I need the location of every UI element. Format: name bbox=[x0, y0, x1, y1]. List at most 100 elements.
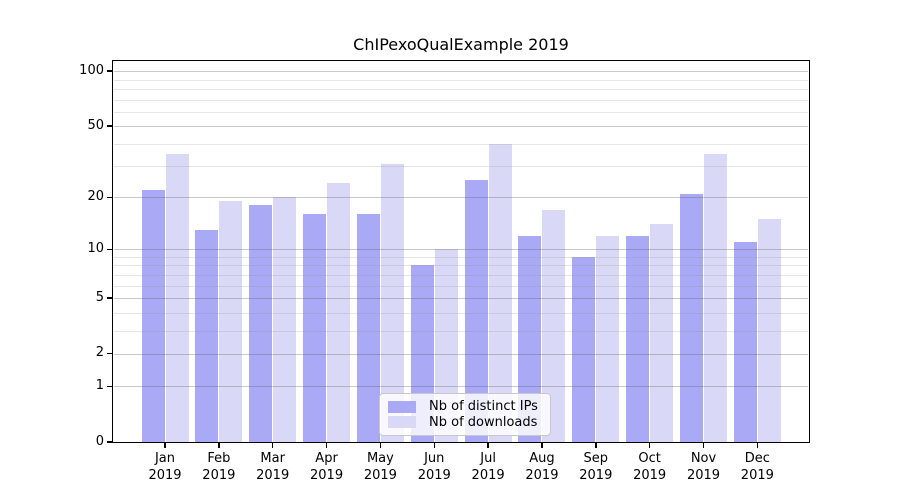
year-label: 2019 bbox=[363, 468, 397, 483]
minor-gridline bbox=[114, 88, 808, 90]
year-label: 2019 bbox=[310, 468, 344, 483]
major-gridline bbox=[114, 71, 808, 73]
x-axis-tick bbox=[433, 443, 435, 448]
x-axis-tick bbox=[648, 443, 651, 448]
x-axis-tick bbox=[218, 443, 220, 448]
year-label: 2019 bbox=[740, 468, 774, 483]
x-axis-tick-label: Apr 2019 bbox=[299, 450, 355, 484]
bar-jul-downloads bbox=[488, 143, 512, 443]
month-label: Mar bbox=[260, 451, 285, 466]
x-axis-tick bbox=[271, 443, 274, 448]
bar-jul-ips bbox=[464, 180, 488, 443]
legend-swatch-distinct-ips bbox=[388, 400, 416, 413]
month-label: Jun bbox=[424, 451, 445, 466]
y-axis-tick-label: 10 bbox=[87, 240, 104, 256]
minor-gridline bbox=[114, 143, 808, 145]
month-label: Feb bbox=[207, 451, 231, 466]
month-label: Jan bbox=[154, 451, 176, 466]
month-label: May bbox=[366, 451, 394, 466]
month-label: Oct bbox=[638, 451, 661, 466]
legend-entry-downloads: Nb of downloads bbox=[388, 415, 538, 430]
x-axis-tick-label: Mar 2019 bbox=[245, 450, 301, 484]
y-axis-tick-label: 0 bbox=[95, 433, 104, 449]
minor-gridline bbox=[114, 99, 808, 101]
bar-mar-ips bbox=[249, 205, 273, 443]
legend-swatch-downloads bbox=[388, 416, 416, 429]
bar-jan-ips bbox=[141, 190, 165, 443]
bar-feb-downloads bbox=[219, 201, 243, 443]
major-gridline bbox=[114, 197, 808, 199]
x-axis-tick bbox=[487, 443, 489, 448]
bar-aug-ips bbox=[518, 235, 542, 443]
x-axis-tick bbox=[541, 443, 543, 448]
x-axis-tick-label: Nov 2019 bbox=[676, 450, 732, 484]
major-gridline bbox=[114, 353, 808, 355]
x-axis-tick-label: Jun 2019 bbox=[406, 450, 462, 484]
x-axis-tick-label: Jan 2019 bbox=[137, 450, 193, 484]
x-axis-tick-label: Jul 2019 bbox=[460, 450, 516, 484]
year-label: 2019 bbox=[579, 468, 613, 483]
bar-oct-ips bbox=[626, 235, 650, 443]
month-label: Dec bbox=[744, 451, 770, 466]
major-gridline bbox=[114, 249, 808, 251]
x-axis-tick bbox=[164, 443, 166, 448]
month-label: Sep bbox=[583, 451, 609, 466]
legend-label-distinct-ips: Nb of distinct IPs bbox=[429, 399, 538, 415]
year-label: 2019 bbox=[256, 468, 290, 483]
y-axis-tick-label: 5 bbox=[95, 289, 104, 305]
x-axis-tick-label: Sep 2019 bbox=[568, 450, 624, 484]
month-label: Apr bbox=[315, 451, 338, 466]
minor-gridline bbox=[114, 285, 808, 287]
bar-apr-downloads bbox=[327, 183, 351, 443]
month-label: Aug bbox=[529, 451, 555, 466]
bar-aug-downloads bbox=[542, 209, 566, 443]
bar-mar-downloads bbox=[273, 197, 297, 443]
y-axis-tick bbox=[107, 297, 112, 299]
month-label: Nov bbox=[690, 451, 717, 466]
x-axis-tick bbox=[595, 443, 597, 448]
minor-gridline bbox=[114, 111, 808, 113]
x-axis-tick-label: Feb 2019 bbox=[191, 450, 247, 484]
y-axis-tick-label: 20 bbox=[87, 188, 104, 204]
x-axis-tick-label: May 2019 bbox=[352, 450, 408, 484]
minor-gridline bbox=[114, 265, 808, 267]
bar-nov-downloads bbox=[704, 154, 727, 443]
x-axis-tick bbox=[325, 443, 328, 448]
year-label: 2019 bbox=[417, 468, 451, 483]
bar-oct-downloads bbox=[650, 224, 674, 443]
y-axis-tick-label: 2 bbox=[95, 345, 104, 361]
bar-dec-downloads bbox=[757, 219, 781, 443]
bar-feb-ips bbox=[195, 229, 219, 443]
y-axis-tick bbox=[107, 196, 112, 199]
legend-label-downloads: Nb of downloads bbox=[429, 414, 538, 430]
y-axis-tick bbox=[107, 248, 112, 251]
legend-entry-distinct-ips: Nb of distinct IPs bbox=[388, 399, 538, 414]
x-axis-tick-label: Dec 2019 bbox=[729, 450, 785, 484]
minor-gridline bbox=[114, 166, 808, 168]
legend: Nb of distinct IPs Nb of downloads bbox=[379, 393, 551, 436]
minor-gridline bbox=[114, 274, 808, 276]
bar-jan-downloads bbox=[165, 154, 189, 443]
minor-gridline bbox=[114, 257, 808, 258]
bar-nov-ips bbox=[680, 193, 703, 443]
x-axis-tick bbox=[756, 443, 759, 448]
major-gridline bbox=[114, 298, 808, 300]
x-axis-tick bbox=[379, 443, 382, 448]
major-gridline bbox=[114, 126, 808, 128]
year-label: 2019 bbox=[148, 468, 182, 483]
y-axis-tick-label: 1 bbox=[95, 377, 104, 393]
y-axis-tick bbox=[107, 352, 112, 355]
chart-title: ChIPexoQualExample 2019 bbox=[353, 35, 569, 54]
y-axis-tick bbox=[107, 125, 112, 127]
month-label: Jul bbox=[480, 451, 496, 466]
y-axis-tick bbox=[107, 70, 112, 72]
minor-gridline bbox=[114, 79, 808, 81]
x-axis-tick-label: Oct 2019 bbox=[622, 450, 678, 484]
y-axis-tick-label: 100 bbox=[79, 62, 104, 78]
bar-may-ips bbox=[356, 214, 380, 443]
x-axis-tick-label: Aug 2019 bbox=[514, 450, 570, 484]
year-label: 2019 bbox=[633, 468, 667, 483]
minor-gridline bbox=[114, 312, 808, 314]
y-axis-tick bbox=[107, 385, 112, 388]
